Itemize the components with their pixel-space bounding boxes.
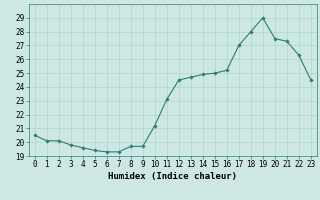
X-axis label: Humidex (Indice chaleur): Humidex (Indice chaleur): [108, 172, 237, 181]
